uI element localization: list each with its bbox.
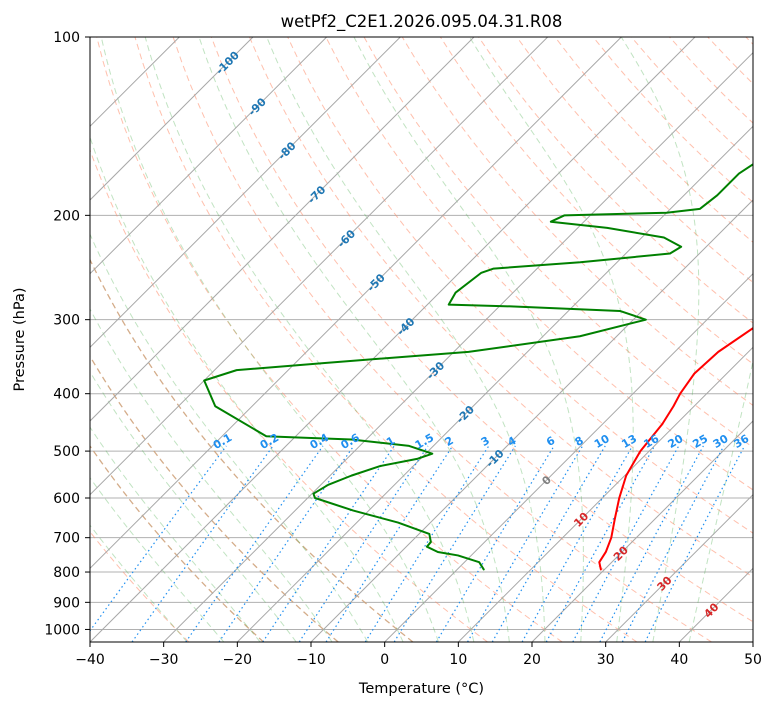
dry-adiabat xyxy=(172,37,712,642)
mixing-ratio-lines xyxy=(90,445,746,642)
moist-adiabat xyxy=(688,358,753,642)
x-tick-label: 50 xyxy=(744,652,762,668)
y-tick-label: 700 xyxy=(53,531,80,547)
dry-adiabat xyxy=(287,37,753,534)
dry-adiabat xyxy=(516,37,753,284)
chart-title: wetPf2_C2E1.2026.095.04.31.R08 xyxy=(281,12,563,32)
mixing-ratio-line xyxy=(466,445,584,642)
x-tick-label: 20 xyxy=(523,652,541,668)
moist-adiabat xyxy=(144,37,475,642)
mixing-ratio-line xyxy=(545,445,656,642)
x-tick-label: 30 xyxy=(597,652,615,668)
isotherm-line xyxy=(605,493,753,642)
mixing-ratio-line xyxy=(298,445,429,642)
isotherm-line xyxy=(163,51,753,642)
pressure-gridlines xyxy=(90,37,753,630)
plot-area xyxy=(90,37,753,642)
isotherm-line xyxy=(90,37,328,275)
isotherm-line xyxy=(90,37,622,570)
dry-adiabat xyxy=(96,37,563,642)
plot-frame xyxy=(89,36,754,643)
dewpoint-profile-line xyxy=(203,163,753,571)
moist-adiabat xyxy=(90,233,369,642)
mixing-ratio-line xyxy=(364,445,490,642)
dry-adiabat xyxy=(325,37,753,491)
mixing-ratio-line xyxy=(572,445,680,642)
dry-adiabat xyxy=(210,37,753,623)
dry-adiabat xyxy=(90,444,264,642)
moist-adiabat xyxy=(353,37,584,642)
y-axis-label: Pressure (hPa) xyxy=(12,287,28,391)
dry-adiabat xyxy=(134,37,638,642)
isotherm-lines xyxy=(90,37,753,642)
moist-adiabat xyxy=(620,37,700,642)
x-tick-label: −10 xyxy=(296,652,326,668)
moist-adiabat xyxy=(90,476,225,642)
moist-adiabat xyxy=(90,308,333,642)
x-tick-label: 0 xyxy=(380,652,389,668)
mixing-ratio-line xyxy=(393,445,516,642)
y-tick-label: 800 xyxy=(53,565,80,581)
y-tick-label: 900 xyxy=(53,595,80,611)
isotherm-line xyxy=(236,125,753,642)
dry-adiabat xyxy=(90,258,414,642)
sounding-profiles xyxy=(203,163,753,571)
mixing-ratio-line xyxy=(262,445,395,642)
x-tick-label: 10 xyxy=(449,652,467,668)
moist-adiabat xyxy=(90,426,261,642)
isotherm-line xyxy=(457,346,753,642)
moist-adiabat xyxy=(100,37,439,642)
isotherm-line xyxy=(384,272,753,642)
x-tick-label: −30 xyxy=(149,652,179,668)
axis-ticks: −40 −30 −20 −10 0 10 20 30 40 50 100 200 300 400 500 60… xyxy=(44,30,762,668)
mixing-ratio-line xyxy=(435,445,555,642)
x-tick-label: −40 xyxy=(75,652,105,668)
mixing-ratio-line xyxy=(325,445,454,642)
moist-adiabat xyxy=(266,37,546,642)
isotherm-line xyxy=(90,37,254,201)
moist-adiabat xyxy=(90,370,297,642)
isotherm-line xyxy=(310,199,753,642)
y-tick-label: 200 xyxy=(53,208,80,224)
x-axis-label: Temperature (°C) xyxy=(358,681,484,697)
isotherm-line xyxy=(90,37,401,349)
isotherm-line xyxy=(90,37,475,422)
y-tick-label: 500 xyxy=(53,444,80,460)
isotherm-line xyxy=(531,420,753,642)
mixing-ratio-line xyxy=(521,445,634,642)
y-tick-label: 100 xyxy=(53,30,80,46)
temperature-profile-line xyxy=(598,327,753,571)
mixing-ratio-line xyxy=(491,445,606,642)
moist-adiabat xyxy=(90,135,404,642)
isotherm-line xyxy=(90,37,549,496)
x-tick-label: −20 xyxy=(223,652,253,668)
x-tick-label: 40 xyxy=(670,652,688,668)
y-tick-label: 300 xyxy=(53,313,80,329)
moist-adiabat xyxy=(90,524,188,642)
moist-adiabat xyxy=(198,37,510,642)
isotherm-line xyxy=(90,37,696,642)
y-tick-label: 400 xyxy=(53,387,80,403)
y-tick-label: 600 xyxy=(53,491,80,507)
y-tick-label: 1000 xyxy=(44,622,80,638)
